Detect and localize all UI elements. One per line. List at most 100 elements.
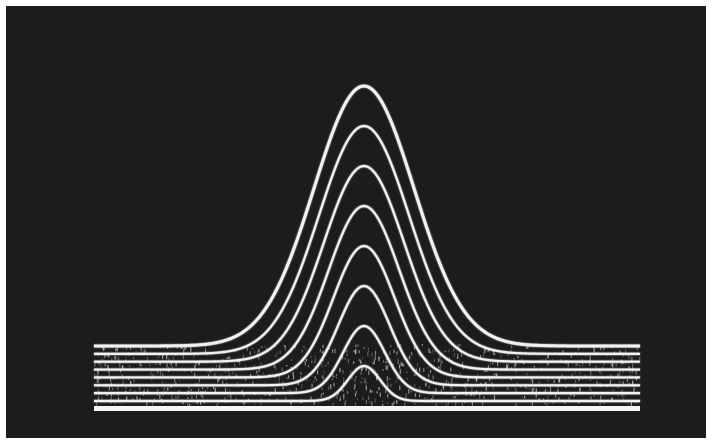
noise-speck — [161, 381, 164, 384]
noise-speck — [551, 359, 553, 362]
noise-speck — [372, 358, 374, 360]
noise-speck — [382, 403, 384, 407]
noise-speck — [419, 394, 421, 397]
noise-speck — [487, 365, 489, 370]
noise-speck — [198, 388, 200, 393]
noise-speck — [552, 401, 554, 404]
noise-speck — [429, 351, 431, 354]
noise-speck — [301, 384, 303, 389]
noise-speck — [189, 403, 191, 408]
noise-speck — [465, 387, 467, 392]
noise-speck — [167, 387, 169, 391]
noise-speck — [622, 369, 624, 374]
noise-speck — [617, 386, 619, 388]
trace-curve — [94, 324, 640, 395]
noise-speck — [434, 349, 436, 352]
noise-speck — [422, 379, 424, 381]
noise-speck — [629, 371, 631, 373]
noise-speck — [294, 345, 296, 348]
noise-speck — [565, 385, 567, 388]
noise-speck — [282, 386, 284, 390]
noise-speck — [396, 352, 398, 354]
noise-speck — [402, 363, 404, 366]
noise-speck — [210, 353, 212, 356]
noise-speck — [322, 344, 324, 348]
noise-speck — [425, 382, 427, 387]
noise-speck — [222, 358, 224, 362]
noise-speck — [372, 361, 374, 365]
noise-speck — [224, 371, 227, 373]
noise-speck — [408, 389, 410, 394]
noise-speck — [278, 375, 280, 380]
noise-speck — [328, 348, 330, 350]
noise-speck — [339, 395, 341, 399]
noise-speck — [391, 403, 393, 407]
noise-speck — [417, 352, 420, 355]
noise-speck — [121, 365, 123, 368]
noise-speck — [107, 365, 109, 371]
noise-speck — [368, 370, 370, 376]
noise-speck — [98, 362, 100, 365]
noise-speck — [335, 377, 338, 379]
noise-speck — [217, 377, 219, 382]
noise-speck — [214, 373, 216, 378]
noise-speck — [191, 396, 193, 400]
noise-speck — [623, 395, 625, 397]
noise-speck — [293, 375, 295, 380]
noise-speck — [343, 396, 345, 400]
noise-speck — [344, 357, 346, 360]
noise-speck — [217, 377, 219, 383]
noise-speck — [213, 386, 215, 389]
noise-speck — [590, 370, 592, 376]
noise-speck — [385, 389, 387, 394]
noise-speck — [301, 349, 303, 353]
noise-speck — [156, 357, 158, 359]
noise-speck — [379, 392, 381, 397]
noise-speck — [361, 377, 363, 380]
noise-speck — [279, 350, 281, 354]
noise-speck — [114, 356, 116, 360]
noise-speck — [354, 350, 356, 355]
noise-speck — [627, 403, 629, 406]
noise-speck — [432, 375, 434, 380]
noise-speck — [290, 401, 292, 404]
noise-speck — [358, 359, 360, 362]
noise-speck — [146, 401, 148, 407]
noise-speck — [527, 345, 529, 350]
noise-speck — [286, 365, 288, 367]
noise-speck — [611, 397, 613, 401]
noise-speck — [202, 390, 204, 393]
noise-speck — [122, 379, 124, 384]
noise-speck — [135, 350, 137, 353]
noise-speck — [96, 402, 98, 407]
noise-speck — [453, 348, 455, 352]
noise-speck — [290, 366, 292, 368]
noise-speck — [125, 346, 128, 350]
noise-speck — [399, 385, 401, 391]
noise-speck — [175, 354, 177, 357]
noise-speck — [448, 349, 450, 353]
noise-speck — [367, 395, 370, 401]
noise-speck — [362, 367, 364, 370]
noise-speck — [258, 356, 260, 360]
trace-curve — [94, 164, 640, 363]
noise-speck — [163, 387, 165, 393]
noise-speck — [628, 366, 630, 370]
noise-speck — [355, 344, 357, 348]
noise-speck — [353, 361, 355, 364]
noise-speck — [438, 366, 440, 369]
noise-speck — [108, 372, 110, 378]
noise-speck — [311, 361, 313, 362]
noise-speck — [435, 403, 437, 408]
noise-speck — [535, 388, 537, 394]
noise-speck — [568, 397, 570, 401]
noise-speck — [386, 366, 388, 371]
noise-speck — [168, 357, 170, 361]
noise-speck — [511, 345, 513, 349]
noise-speck — [628, 354, 630, 360]
noise-speck — [483, 378, 485, 380]
noise-speck — [336, 394, 338, 400]
noise-speck — [114, 377, 116, 380]
noise-speck — [396, 345, 398, 348]
noise-speck — [437, 358, 439, 363]
